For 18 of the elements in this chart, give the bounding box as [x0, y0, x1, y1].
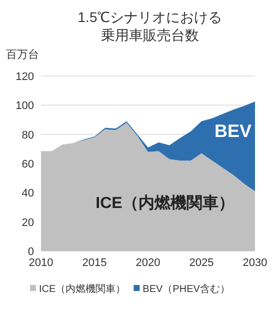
x-tick-label: 2025	[189, 257, 214, 269]
y-tick-label: 0	[28, 246, 34, 258]
annotation: BEV	[214, 121, 252, 141]
x-tick-label: 2010	[28, 257, 54, 269]
chart-title: 1.5℃シナリオにおける乗用車販売台数	[78, 9, 222, 43]
y-tick-label: 40	[22, 188, 34, 200]
y-axis-title: 百万台	[6, 48, 39, 61]
y-tick-label: 60	[22, 158, 34, 170]
y-tick-label: 80	[22, 129, 34, 142]
y-tick-label: 20	[22, 216, 34, 229]
y-tick-label: 100	[16, 100, 34, 112]
legend-label: BEV（PHEV含む）	[142, 283, 230, 295]
y-tick-label: 120	[16, 71, 34, 83]
x-tick-label: 2015	[82, 257, 107, 269]
legend-label: ICE（内燃機関車）	[39, 283, 126, 295]
x-tick-label: 2020	[136, 257, 160, 269]
x-tick-label: 2030	[242, 257, 268, 269]
annotation: ICE（内燃機関車）	[96, 194, 234, 212]
